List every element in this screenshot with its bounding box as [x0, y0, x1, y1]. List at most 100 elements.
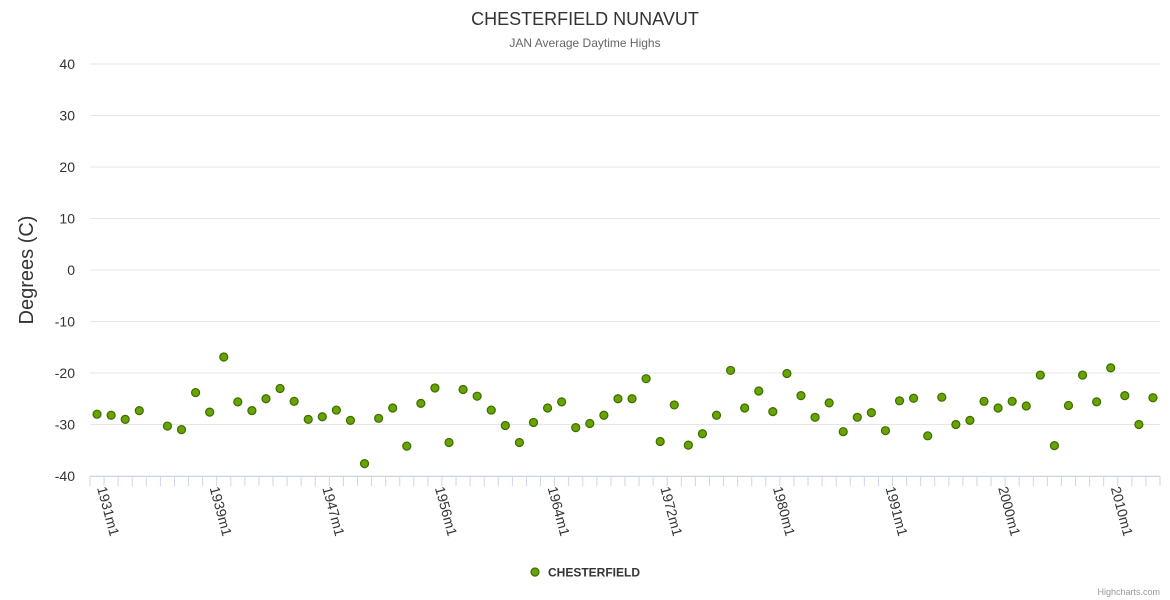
data-point[interactable] [289, 396, 299, 406]
data-point[interactable] [1120, 391, 1130, 401]
data-point[interactable] [233, 397, 243, 407]
data-point[interactable] [416, 398, 426, 408]
data-point[interactable] [331, 405, 341, 415]
data-point[interactable] [176, 425, 187, 435]
data-point[interactable] [880, 426, 891, 436]
data-point[interactable] [1063, 400, 1074, 411]
data-point[interactable] [345, 415, 356, 425]
chart-title: CHESTERFIELD NUNAVUT [471, 9, 699, 29]
x-tick-label: 1956m1 [432, 485, 461, 538]
data-point[interactable] [388, 403, 398, 413]
x-tick-label: 1980m1 [770, 485, 799, 538]
grid-lines [90, 63, 1160, 477]
data-point[interactable] [796, 391, 806, 401]
y-tick-label: -10 [55, 314, 75, 330]
data-point[interactable] [937, 392, 947, 402]
series-chesterfield[interactable] [92, 352, 1158, 469]
data-point[interactable] [979, 396, 989, 406]
data-point[interactable] [993, 403, 1003, 413]
legend[interactable]: CHESTERFIELD [530, 566, 640, 580]
data-point[interactable] [641, 374, 651, 384]
data-point[interactable] [472, 391, 482, 401]
data-point[interactable] [894, 396, 905, 406]
data-point[interactable] [599, 410, 609, 420]
data-point[interactable] [782, 368, 792, 379]
data-point[interactable] [261, 394, 271, 404]
data-point[interactable] [458, 384, 468, 395]
data-point[interactable] [162, 421, 173, 431]
data-point[interactable] [303, 414, 313, 424]
x-tick-label: 1939m1 [207, 485, 236, 538]
data-point[interactable] [824, 398, 834, 408]
data-point[interactable] [275, 383, 285, 394]
y-tick-label: -20 [55, 365, 75, 381]
data-point[interactable] [838, 427, 848, 437]
x-tick-label: 1931m1 [94, 485, 123, 538]
data-point[interactable] [852, 412, 862, 422]
data-point[interactable] [120, 414, 130, 424]
data-point[interactable] [374, 413, 384, 423]
data-point[interactable] [613, 394, 623, 404]
data-point[interactable] [500, 420, 510, 431]
data-point[interactable] [557, 397, 567, 407]
data-point[interactable] [247, 405, 257, 416]
data-point[interactable] [725, 365, 736, 376]
data-point[interactable] [754, 386, 764, 396]
data-point[interactable] [923, 431, 933, 441]
data-point[interactable] [106, 410, 116, 420]
data-point[interactable] [219, 352, 229, 362]
data-point[interactable] [669, 400, 679, 410]
chart-subtitle: JAN Average Daytime Highs [509, 36, 660, 50]
y-tick-label: 20 [59, 159, 75, 175]
data-point[interactable] [542, 403, 553, 413]
data-point[interactable] [430, 383, 440, 393]
data-point[interactable] [1148, 393, 1158, 403]
y-tick-label: 10 [59, 211, 75, 227]
data-point[interactable] [683, 440, 693, 450]
data-point[interactable] [317, 412, 327, 422]
data-point[interactable] [909, 393, 919, 403]
x-tick-label: 1947m1 [319, 485, 348, 538]
data-point[interactable] [1134, 419, 1144, 430]
y-tick-label: -30 [55, 417, 75, 433]
data-point[interactable] [486, 405, 496, 415]
data-point[interactable] [585, 418, 595, 429]
data-point[interactable] [571, 422, 581, 433]
x-tick-label: 2010m1 [1108, 485, 1137, 538]
data-point[interactable] [92, 409, 102, 419]
data-point[interactable] [1021, 401, 1031, 411]
y-tick-label: -40 [55, 468, 75, 484]
data-point[interactable] [768, 407, 778, 417]
data-point[interactable] [190, 387, 201, 398]
data-point[interactable] [205, 407, 215, 417]
x-axis: 1931m1 1939m1 1947m1 1956m1 1964m1 1972m1 1980… [89, 476, 1161, 538]
data-point[interactable] [402, 441, 412, 451]
data-point[interactable] [1007, 396, 1017, 406]
data-point[interactable] [528, 417, 539, 428]
data-point[interactable] [866, 408, 876, 418]
data-point[interactable] [514, 437, 525, 448]
data-point[interactable] [627, 394, 637, 404]
data-point[interactable] [810, 412, 820, 422]
data-point[interactable] [655, 436, 665, 447]
data-point[interactable] [359, 459, 370, 469]
data-point[interactable] [697, 429, 708, 439]
data-point[interactable] [1092, 397, 1102, 407]
x-tick-label: 1964m1 [545, 485, 574, 538]
x-tick-label: 2000m1 [995, 485, 1024, 538]
legend-marker [530, 567, 540, 577]
data-point[interactable] [444, 437, 454, 448]
data-point[interactable] [1035, 370, 1045, 380]
data-point[interactable] [1106, 363, 1116, 373]
data-point[interactable] [740, 403, 750, 413]
data-point[interactable] [951, 419, 961, 430]
x-tick-label: 1972m1 [657, 485, 686, 538]
data-point[interactable] [711, 410, 722, 420]
data-point[interactable] [965, 415, 975, 425]
data-point[interactable] [1077, 370, 1088, 380]
chart-credit[interactable]: Highcharts.com [1097, 587, 1160, 597]
data-point[interactable] [1049, 441, 1060, 451]
data-point[interactable] [134, 405, 144, 416]
legend-item-chesterfield[interactable]: CHESTERFIELD [548, 566, 640, 580]
